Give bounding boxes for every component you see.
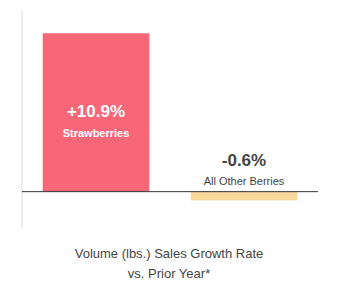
bar [43,33,150,191]
baseline [22,191,318,192]
bars [43,33,298,200]
category-label: All Other Berries [204,175,285,187]
chart: +10.9% Strawberries -0.6% All Other Berries… [0,0,338,299]
data-label: -0.6% [222,151,266,170]
title: Volume (lbs.) Sales Growth Rate [75,246,264,261]
bar [191,192,298,201]
y-axis-line [22,10,23,228]
data-label: +10.9% [67,102,125,121]
subtitle: vs. Prior Year* [128,266,210,281]
category-label: Strawberries [63,127,130,139]
